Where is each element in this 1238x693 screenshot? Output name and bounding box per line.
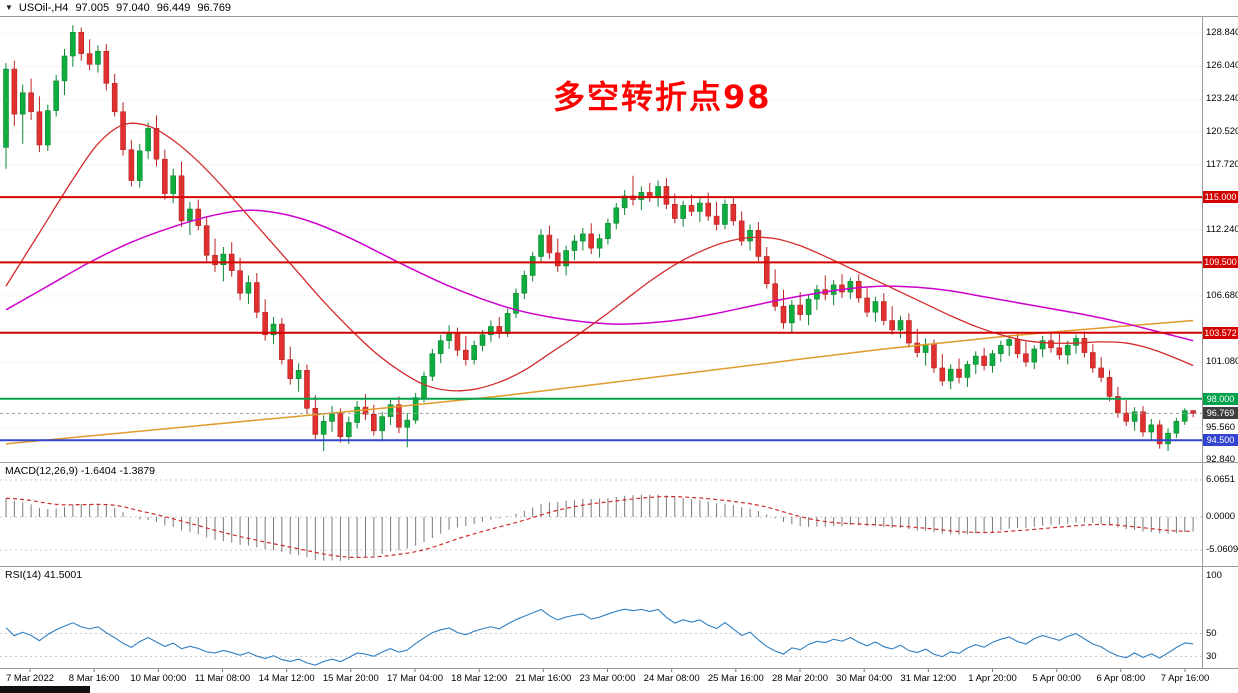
time-axis-label: 5 Apr 00:00 [1032, 673, 1081, 684]
ma-slow-line [5, 319, 1194, 445]
price-tick-label: 101.080 [1206, 356, 1238, 368]
time-axis-label: 7 Apr 16:00 [1160, 673, 1210, 684]
time-axis-label: 30 Mar 04:00 [836, 673, 893, 684]
macd-tick-label: 6.0651 [1206, 474, 1236, 485]
bid-price-badge: 96.769 [1203, 407, 1238, 420]
rsi-tick-label: 30 [1206, 650, 1217, 662]
price-tick-label: 120.520 [1206, 125, 1238, 137]
time-axis-ticks [29, 668, 1186, 672]
time-axis-label: 6 Apr 08:00 [1096, 673, 1146, 684]
time-axis-label: 10 Mar 00:00 [130, 673, 187, 684]
rsi-indicator-label: RSI(14) 41.5001 [5, 569, 83, 581]
quick-trade-expander-icon[interactable]: ▼ [5, 3, 13, 12]
ma-fast-line [5, 122, 1194, 392]
symbol-timeframe: USOil-,H4 [18, 2, 69, 14]
time-axis-label: 1 Apr 20:00 [968, 673, 1017, 684]
time-axis-label: 21 Mar 16:00 [515, 673, 572, 684]
ohlc-close: 96.769 [197, 2, 232, 14]
macd-histogram [5, 494, 1194, 561]
time-axis-label: 25 Mar 16:00 [707, 673, 764, 684]
time-axis-label: 8 Mar 16:00 [68, 673, 120, 684]
symbol-info-bar: ▼ USOil-,H4 97.005 97.040 96.449 96.769 [0, 0, 1238, 17]
time-axis-label: 17 Mar 04:00 [387, 673, 443, 684]
time-axis-label: 31 Mar 12:00 [900, 673, 957, 684]
price-tick-label: 126.040 [1206, 60, 1238, 72]
rsi-tick-label: 50 [1206, 627, 1217, 639]
time-axis-label: 15 Mar 20:00 [322, 673, 379, 684]
bottom-left-bar [0, 686, 90, 693]
price-tick-label: 117.720 [1206, 158, 1238, 170]
price-tick-label: 106.680 [1206, 289, 1238, 301]
macd-tick-label: -5.0609 [1206, 544, 1238, 555]
time-axis-label: 18 Mar 12:00 [451, 673, 508, 684]
time-axis-label: 28 Mar 20:00 [772, 673, 828, 684]
ohlc-high: 97.040 [116, 2, 150, 14]
macd-gridlines [0, 479, 1202, 551]
time-axis-label: 11 Mar 08:00 [194, 673, 251, 684]
time-axis-label: 24 Mar 08:00 [643, 673, 700, 684]
price-badge-98.000: 98.000 [1203, 392, 1238, 405]
time-axis-label: 14 Mar 12:00 [258, 673, 315, 684]
price-gridlines [0, 32, 1202, 461]
price-tick-label: 128.840 [1206, 27, 1238, 38]
price-badge-109.500: 109.500 [1203, 256, 1238, 269]
rsi-line [5, 608, 1194, 666]
ma-mid-line [5, 209, 1194, 342]
price-badge-115.000: 115.000 [1203, 191, 1238, 204]
ohlc-low: 96.449 [156, 2, 191, 14]
price-badge-94.500: 94.500 [1203, 434, 1238, 447]
chart-annotation-text[interactable]: 多空转折点98 [553, 78, 772, 116]
panel-borders [0, 17, 1238, 669]
price-badge-103.572: 103.572 [1203, 326, 1238, 339]
macd-indicator-label: MACD(12,26,9) -1.6404 -1.3879 [5, 465, 155, 477]
ohlc-open: 97.005 [75, 2, 110, 14]
price-tick-label: 123.240 [1206, 93, 1238, 105]
rsi-gridlines [0, 633, 1202, 657]
macd-tick-label: 0.0000 [1206, 511, 1236, 522]
rsi-tick-label: 100 [1206, 570, 1222, 581]
price-tick-label: 92.840 [1206, 453, 1236, 465]
candles-series [3, 25, 1196, 451]
price-tick-label: 95.560 [1206, 421, 1236, 433]
price-tick-label: 112.240 [1206, 223, 1238, 235]
time-axis-label: 7 Mar 2022 [5, 673, 55, 684]
time-axis-label: 23 Mar 00:00 [579, 673, 636, 684]
